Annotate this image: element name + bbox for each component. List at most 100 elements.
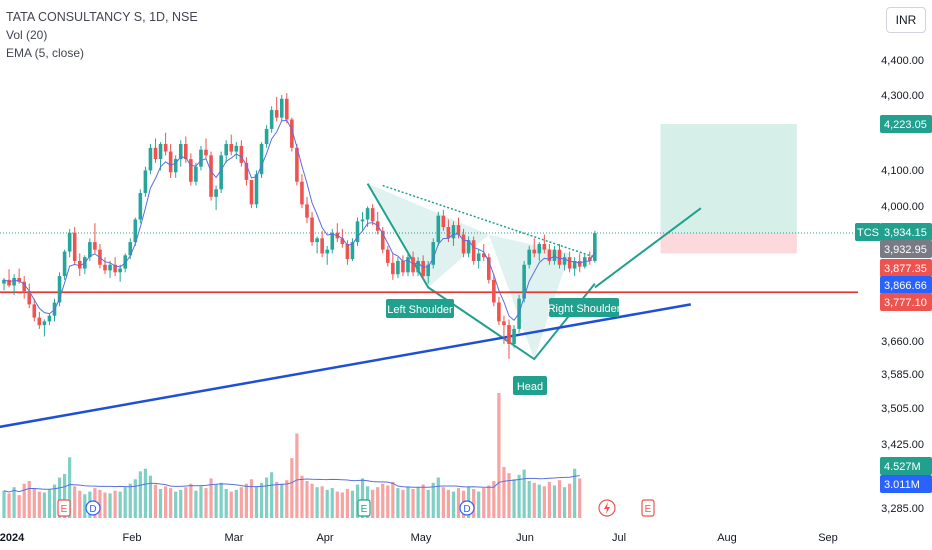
left-shoulder-label: Left Shoulder — [386, 299, 454, 318]
candle-body — [189, 159, 193, 182]
volume-bar — [295, 433, 299, 518]
price-tag-value: 3,934.15 — [884, 227, 927, 239]
rising-trend-line — [0, 303, 692, 429]
candle-body — [219, 155, 223, 190]
volume-bar — [487, 485, 491, 518]
volume-bar — [133, 479, 137, 518]
volume-bar — [502, 466, 506, 518]
candle-body — [158, 144, 163, 160]
price-tag: 3,932.95 — [880, 240, 932, 258]
volume-bar — [573, 468, 577, 518]
volume-bar — [381, 483, 385, 518]
candle-body — [178, 144, 183, 160]
candle-body — [47, 315, 52, 322]
lightning-icon — [604, 502, 610, 514]
head-label: Head — [513, 376, 547, 395]
left-shoulder-fill — [367, 183, 489, 288]
candle-body — [451, 225, 456, 239]
ticker-tag: TCS — [855, 223, 881, 241]
pattern-label-background — [386, 299, 454, 318]
candle-body — [572, 260, 577, 269]
candle-body — [512, 328, 516, 344]
price-tag-background — [880, 240, 932, 258]
candle-body — [128, 242, 133, 256]
volume-bar — [325, 489, 329, 518]
pattern-label-text: Head — [517, 381, 543, 393]
price-tag-background — [880, 115, 932, 133]
currency-button[interactable]: INR — [886, 7, 926, 33]
y-axis-tick-label: 4,400.00 — [881, 55, 924, 67]
candle-body — [431, 242, 436, 265]
head-shoulders-outline — [366, 183, 596, 361]
candle-body — [108, 264, 112, 271]
candle-body — [17, 277, 21, 282]
price-tag: 4.527M — [880, 457, 932, 475]
volume-bar — [492, 481, 496, 518]
x-axis-tick-label: Jun — [516, 532, 534, 544]
candle-body — [471, 240, 476, 261]
candle-body — [365, 208, 370, 220]
event-marker-letter: D — [463, 504, 470, 515]
candle-body — [153, 147, 158, 160]
volume-bar — [189, 483, 193, 518]
volume-bar — [209, 478, 213, 518]
volume-bar — [275, 481, 279, 518]
chart-legend: TATA CONSULTANCY S, 1D, NSE Vol (20) EMA… — [6, 8, 198, 62]
candle-body — [118, 268, 122, 273]
candle-body — [285, 98, 289, 120]
volume-bar — [507, 473, 511, 518]
y-axis-tick-label: 4,300.00 — [881, 90, 924, 102]
candle-body — [194, 166, 198, 182]
dividend-event-marker: D — [459, 500, 475, 516]
x-axis-tick-label: Mar — [225, 532, 244, 544]
volume-bar — [32, 488, 36, 518]
volume-bar — [310, 483, 314, 518]
candle-body — [461, 234, 466, 254]
ema-indicator-label: EMA (5, close) — [6, 46, 85, 60]
candle-body — [330, 232, 335, 250]
volume-bar — [265, 477, 269, 518]
volume-bar — [118, 491, 122, 518]
volume-bar — [532, 482, 536, 518]
candle-body — [401, 260, 405, 273]
volume-bar — [568, 483, 572, 518]
candle-body — [537, 243, 542, 254]
x-axis-tick-label: Aug — [717, 532, 737, 544]
volume-bar — [285, 480, 289, 518]
candle-body — [345, 243, 350, 260]
candle-body — [72, 232, 77, 261]
volume-bar — [27, 481, 31, 518]
candle-body — [229, 144, 234, 152]
candle-body — [492, 279, 496, 303]
candle-body — [148, 147, 153, 171]
price-tag-background — [880, 293, 932, 311]
volume-bar — [204, 488, 208, 518]
candle-body — [22, 281, 26, 292]
candle-body — [254, 174, 259, 205]
candle-body — [12, 277, 16, 286]
volume-bar — [345, 488, 349, 518]
candle-body — [2, 279, 6, 284]
candle-body — [476, 253, 481, 261]
volume-bar — [315, 487, 319, 518]
volume-bar — [249, 479, 254, 518]
volume-bar — [229, 491, 233, 518]
volume-bar — [482, 488, 486, 518]
candle-body — [370, 208, 375, 222]
volume-bar — [244, 483, 248, 518]
volume-bar — [52, 484, 57, 518]
right-shoulder-label: Right Shoulder — [548, 298, 621, 317]
price-tag-value: 3,866.66 — [884, 280, 927, 292]
volume-bar — [224, 488, 228, 518]
volume-bar — [517, 474, 521, 518]
candle-body — [42, 321, 47, 326]
candle-body — [325, 249, 329, 254]
volume-bar — [477, 491, 481, 518]
volume-bar — [174, 491, 178, 518]
volume-bar — [113, 490, 117, 518]
candle-body — [163, 144, 168, 152]
candle-body — [264, 128, 269, 145]
price-tag: 3,777.10 — [880, 293, 932, 311]
y-axis-tick-label: 3,505.00 — [881, 403, 924, 415]
